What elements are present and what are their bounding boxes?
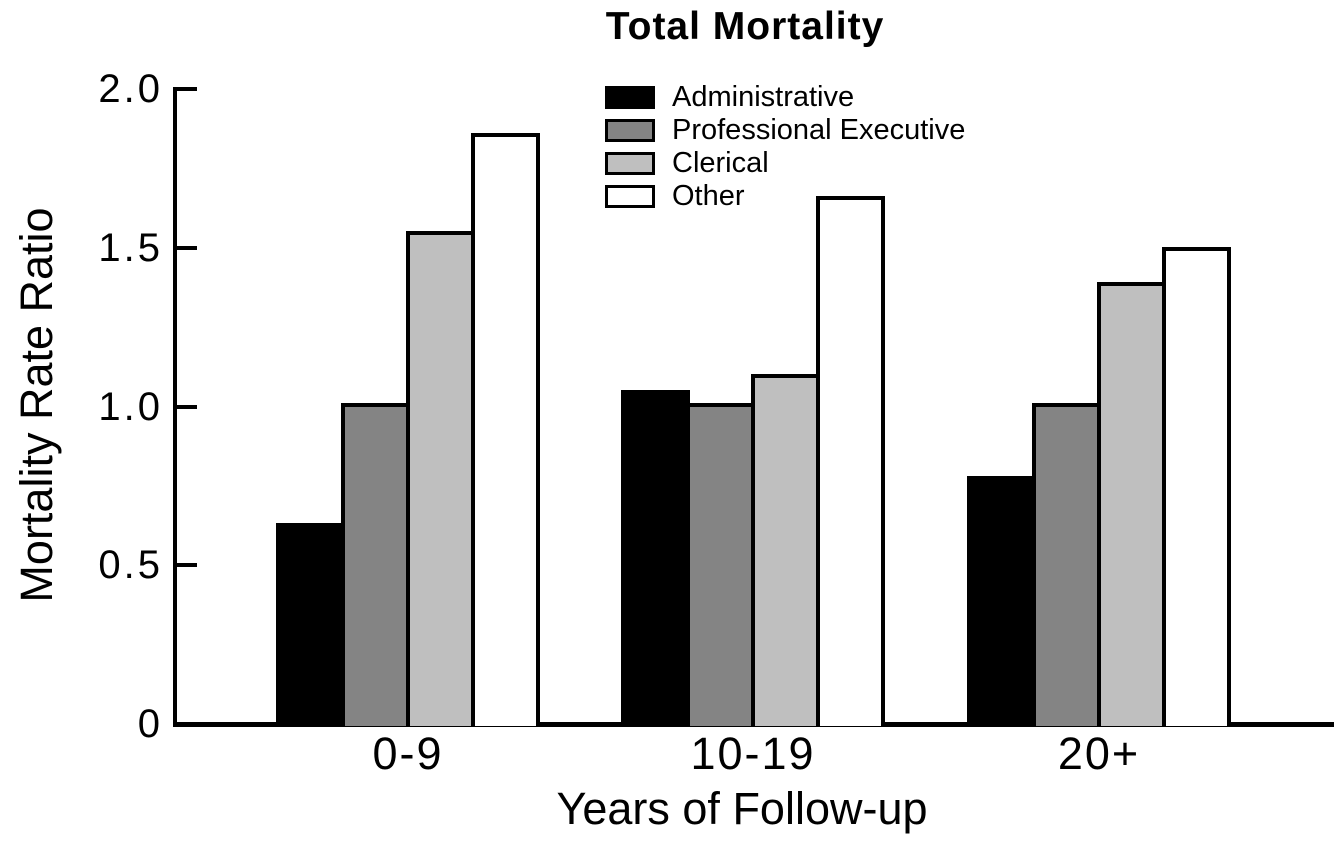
bar-other-group-20 <box>1162 246 1231 726</box>
legend-label-clerical: Clerical <box>672 147 769 179</box>
x-tick-label-20: 20+ <box>1057 728 1141 779</box>
bar-clerical-group-0-9 <box>406 231 475 726</box>
legend-item-clerical: Clerical <box>605 147 965 179</box>
legend-item-professional-executive: Professional Executive <box>605 114 966 146</box>
legend-swatch-clerical-icon <box>605 152 655 175</box>
x-axis-title: Years of Follow-up <box>556 783 928 834</box>
legend-label-other: Other <box>672 180 745 212</box>
bar-clerical-group-20 <box>1097 281 1166 726</box>
legend-swatch-administrative-icon <box>605 86 655 109</box>
y-tick-label-0: 0 <box>137 702 163 746</box>
bar-professional-executive-group-0-9 <box>341 402 410 726</box>
legend: Administrative Professional Executive Cler… <box>605 81 966 218</box>
chart-title: Total Mortality <box>605 5 885 48</box>
legend-label-administrative: Administrative <box>672 81 855 113</box>
bar-administrative-group-0-9 <box>276 523 345 726</box>
y-tick-1-0 <box>177 404 197 409</box>
legend-item-other: Other <box>605 180 965 212</box>
x-tick-label-10-19: 10-19 <box>690 728 816 779</box>
y-tick-label-1-0: 1.0 <box>98 384 163 429</box>
legend-item-administrative: Administrative <box>605 81 965 113</box>
bar-clerical-group-10-19 <box>751 373 820 726</box>
x-tick-label-0-9: 0-9 <box>372 728 444 779</box>
bar-other-group-0-9 <box>471 132 540 726</box>
legend-swatch-other-icon <box>605 185 655 208</box>
bar-administrative-group-20 <box>967 475 1036 726</box>
y-tick-1-5 <box>177 245 197 250</box>
y-tick-label-1-5: 1.5 <box>98 225 163 270</box>
bar-administrative-group-10-19 <box>621 389 690 726</box>
bar-other-group-10-19 <box>816 196 885 726</box>
bar-professional-executive-group-10-19 <box>686 402 755 726</box>
y-tick-label-0-5: 0.5 <box>98 543 163 588</box>
legend-label-professional-executive: Professional Executive <box>672 114 966 146</box>
bar-professional-executive-group-20 <box>1032 402 1101 726</box>
legend-swatch-professional-executive-icon <box>605 119 655 142</box>
y-tick-2-0 <box>177 87 197 91</box>
y-tick-0-5 <box>177 563 197 568</box>
y-axis-line <box>173 87 177 727</box>
y-tick-label-2-0: 2.0 <box>98 67 163 111</box>
